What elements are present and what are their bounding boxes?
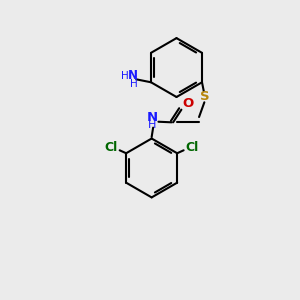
Text: O: O [182, 97, 194, 110]
Text: Cl: Cl [186, 141, 199, 154]
Text: H: H [121, 71, 129, 81]
Text: N: N [146, 111, 158, 124]
Text: H: H [148, 120, 156, 130]
Text: S: S [200, 90, 209, 103]
Text: N: N [128, 69, 138, 82]
Text: H: H [130, 79, 138, 89]
Text: Cl: Cl [104, 141, 118, 154]
